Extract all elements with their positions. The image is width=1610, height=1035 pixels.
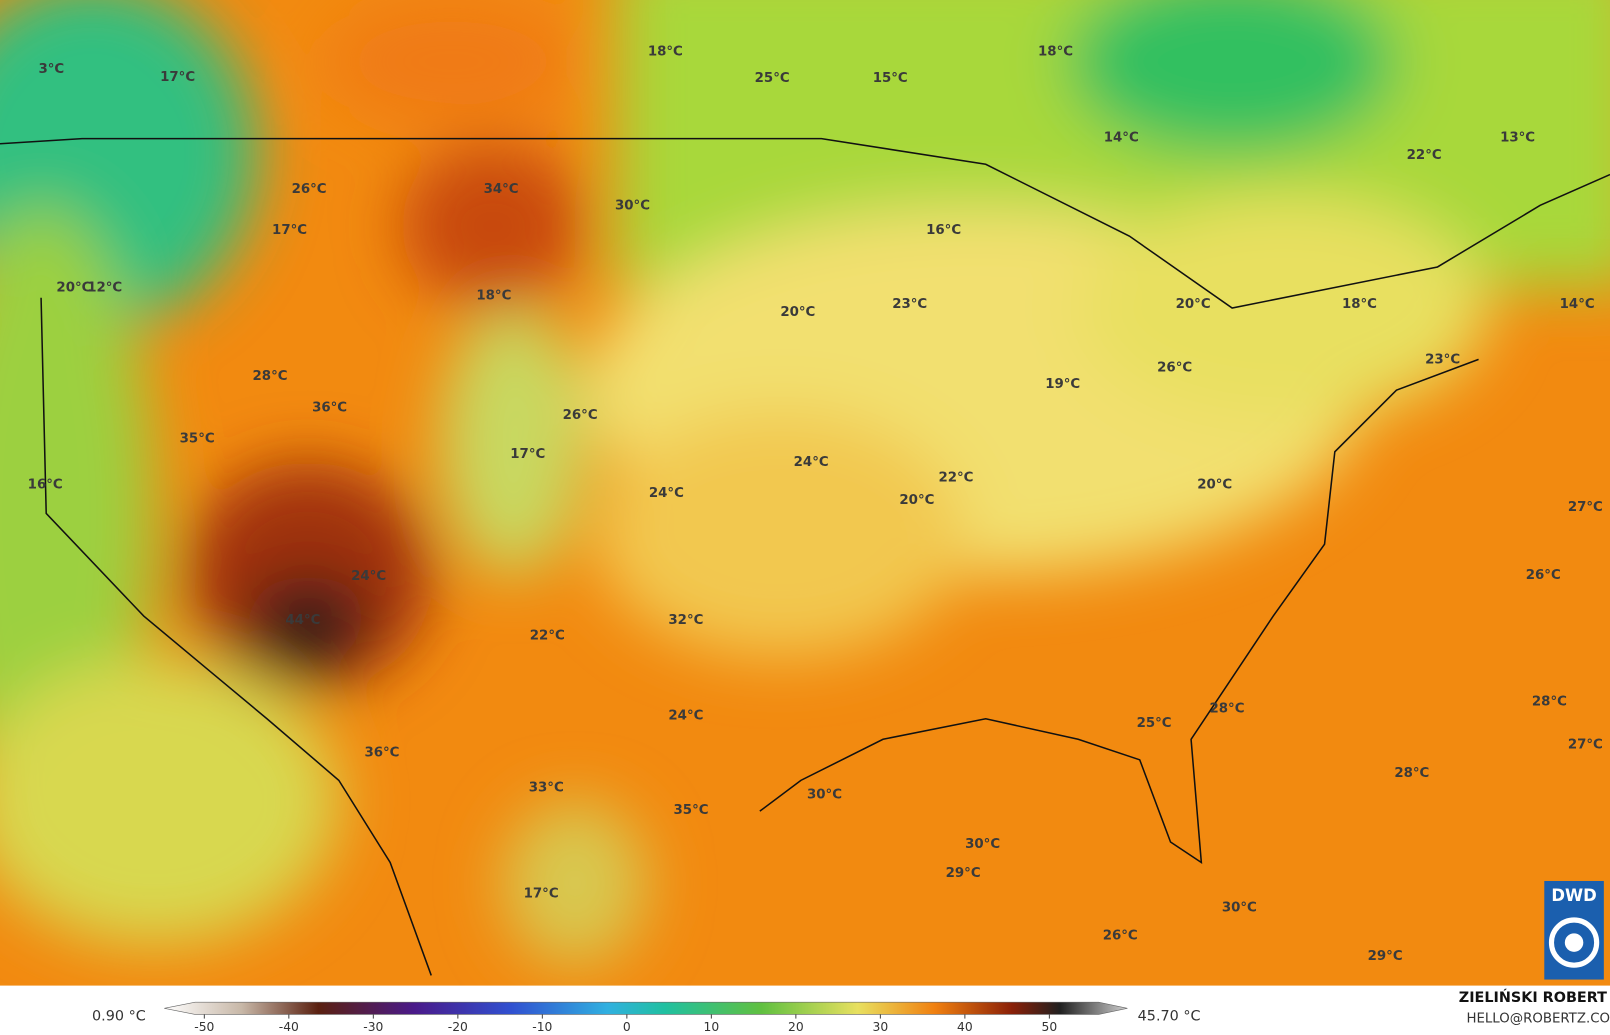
temperature-label: 19°C: [1045, 377, 1080, 392]
colorbar-tick-label: -10: [532, 1020, 552, 1034]
colorbar-tick-label: 10: [704, 1020, 720, 1034]
temperature-label: 25°C: [1137, 716, 1172, 731]
temperature-label: 27°C: [1568, 500, 1603, 515]
temperature-label: 34°C: [484, 182, 519, 197]
colorbar-tick-label: 40: [957, 1020, 973, 1034]
credit-contact: HELLO@ROBERTZ.CO: [1466, 1012, 1610, 1027]
colorbar-tick-label: -40: [279, 1020, 299, 1034]
temperature-label: 24°C: [794, 455, 829, 470]
temperature-label: 35°C: [674, 803, 709, 818]
temperature-label: 17°C: [510, 447, 545, 462]
temperature-label: 24°C: [649, 486, 684, 501]
temperature-label: 18°C: [1038, 44, 1073, 59]
temperature-label: 28°C: [253, 369, 288, 384]
colorbar-tick-label: -20: [448, 1020, 468, 1034]
temperature-label: 33°C: [529, 781, 564, 796]
temperature-label: 30°C: [807, 788, 842, 803]
temperature-label: 20°C: [1197, 478, 1232, 493]
temperature-label: 15°C: [873, 71, 908, 86]
temperature-label: 20°C: [780, 305, 815, 320]
temperature-label: 30°C: [1222, 901, 1257, 916]
temperature-label: 14°C: [1104, 131, 1139, 146]
temperature-label: 20°C: [1176, 297, 1211, 312]
temperature-label: 35°C: [180, 431, 215, 446]
temperature-label: 23°C: [1425, 352, 1460, 367]
temperature-label: 17°C: [160, 70, 195, 85]
legend-max: 45.70 °C: [1138, 1009, 1201, 1025]
colorbar: [164, 1001, 1128, 1015]
colorbar-tick-label: 50: [1042, 1020, 1058, 1034]
temperature-label: 22°C: [1407, 148, 1442, 163]
colorbar-tick-label: -30: [363, 1020, 383, 1034]
temperature-label: 26°C: [1103, 928, 1138, 943]
temperature-label: 28°C: [1394, 766, 1429, 781]
temperature-label: 32°C: [668, 613, 703, 628]
temperature-label: 14°C: [1560, 297, 1595, 312]
dwd-logo: DWD: [1544, 880, 1604, 980]
temperature-field: [0, 0, 1610, 986]
temperature-label: 12°C: [87, 280, 122, 295]
temperature-label: 17°C: [272, 223, 307, 238]
colorbar-tick-label: -50: [194, 1020, 214, 1034]
temperature-label: 36°C: [364, 746, 399, 761]
coastline: [0, 137, 1610, 976]
temperature-label: 29°C: [1368, 949, 1403, 964]
temperature-label: 25°C: [755, 71, 790, 86]
credit-name: ZIELIŃSKI ROBERT: [1459, 988, 1607, 1006]
temperature-label: 20°C: [56, 280, 91, 295]
temperature-label: 16°C: [926, 223, 961, 238]
temperature-label: 3°C: [38, 62, 64, 77]
temperature-label: 26°C: [292, 182, 327, 197]
colorbar-tick-label: 20: [788, 1020, 804, 1034]
colorbar-tick-label: 30: [873, 1020, 889, 1034]
temperature-label: 13°C: [1500, 131, 1535, 146]
temperature-label: 18°C: [476, 289, 511, 304]
temperature-label: 22°C: [938, 470, 973, 485]
logo-text: DWD: [1551, 886, 1596, 905]
temperature-label: 24°C: [351, 569, 386, 584]
temperature-label: 26°C: [1526, 568, 1561, 583]
temperature-label: 20°C: [899, 493, 934, 508]
legend-min: 0.90 °C: [92, 1009, 146, 1025]
temperature-label: 17°C: [524, 886, 559, 901]
temperature-label: 26°C: [563, 408, 598, 423]
temperature-label: 18°C: [648, 44, 683, 59]
temperature-label: 16°C: [28, 478, 63, 493]
temperature-label: 27°C: [1568, 737, 1603, 752]
temperature-label: 26°C: [1157, 361, 1192, 376]
colorbar-tick-label: 0: [623, 1020, 631, 1034]
temperature-label: 28°C: [1532, 694, 1567, 709]
temperature-label: 23°C: [892, 297, 927, 312]
temperature-label: 18°C: [1342, 297, 1377, 312]
temperature-label: 30°C: [615, 198, 650, 213]
temperature-label: 28°C: [1210, 701, 1245, 716]
temperature-label: 29°C: [946, 866, 981, 881]
temperature-label: 30°C: [965, 837, 1000, 852]
temperature-label: 36°C: [312, 401, 347, 416]
temperature-label: 22°C: [530, 629, 565, 644]
temperature-label: 24°C: [668, 709, 703, 724]
temperature-label: 44°C: [285, 613, 320, 628]
